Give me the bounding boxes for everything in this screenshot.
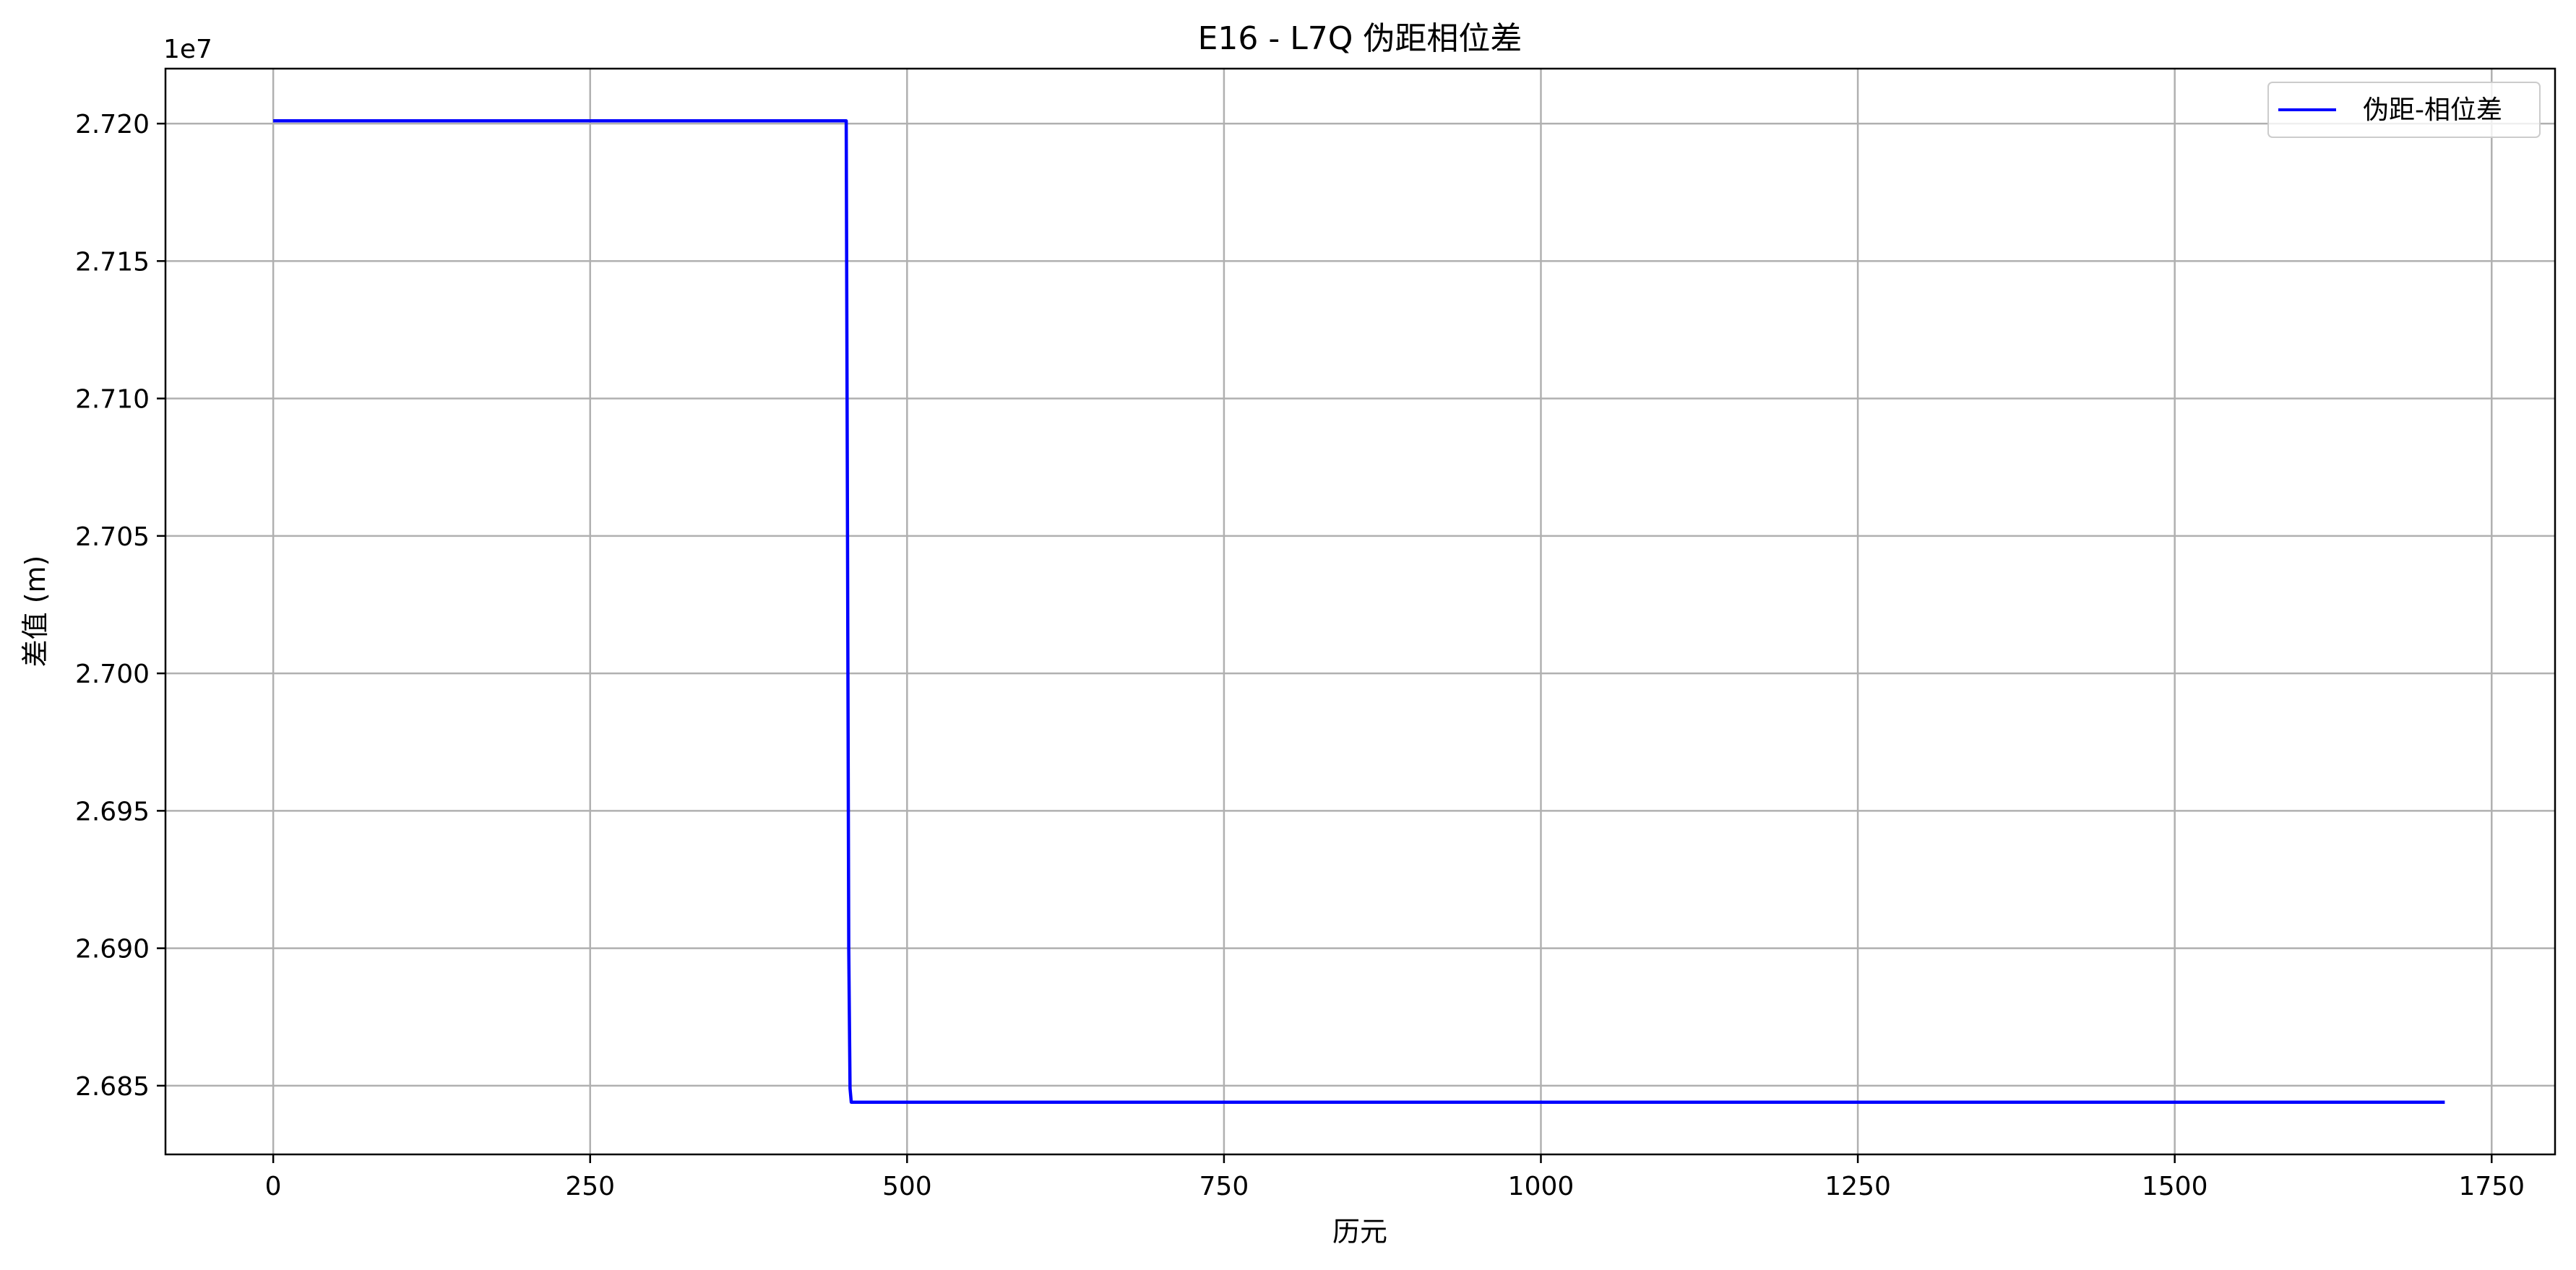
ticks: 0 250 500 750 1000 1250 1500 1750 2.685 2.690 2.69… (75, 110, 2525, 1201)
y-tick-label: 2.690 (75, 935, 150, 964)
x-axis-label: 历元 (1332, 1216, 1387, 1248)
legend: 伪距-相位差 (2267, 82, 2541, 138)
series-layer (273, 119, 2445, 1104)
y-tick-label: 2.710 (75, 385, 150, 415)
x-tick-label: 1000 (1508, 1172, 1575, 1201)
x-tick-label: 250 (565, 1172, 615, 1201)
x-tick-label: 1250 (1825, 1172, 1891, 1201)
y-axis-label: 差值 (m) (20, 556, 51, 668)
x-tick-label: 1500 (2142, 1172, 2208, 1201)
x-tick-label: 0 (265, 1172, 282, 1201)
plot-frame (164, 67, 2556, 1156)
chart-title: E16 - L7Q 伪距相位差 (1198, 20, 1522, 57)
y-offset-text: 1e7 (163, 35, 212, 64)
x-tick-label: 750 (1199, 1172, 1249, 1201)
y-tick-label: 2.715 (75, 247, 150, 277)
grid (165, 69, 2555, 1154)
y-tick-label: 2.720 (75, 110, 150, 139)
legend-label: 伪距-相位差 (2363, 95, 2502, 125)
series-line (273, 119, 2445, 1104)
x-tick-label: 1750 (2458, 1172, 2525, 1201)
y-tick-label: 2.685 (75, 1072, 150, 1102)
x-tick-label: 500 (882, 1172, 932, 1201)
legend-box (2267, 82, 2541, 138)
y-tick-label: 2.695 (75, 797, 150, 826)
y-tick-label: 2.700 (75, 660, 150, 689)
y-tick-label: 2.705 (75, 522, 150, 552)
